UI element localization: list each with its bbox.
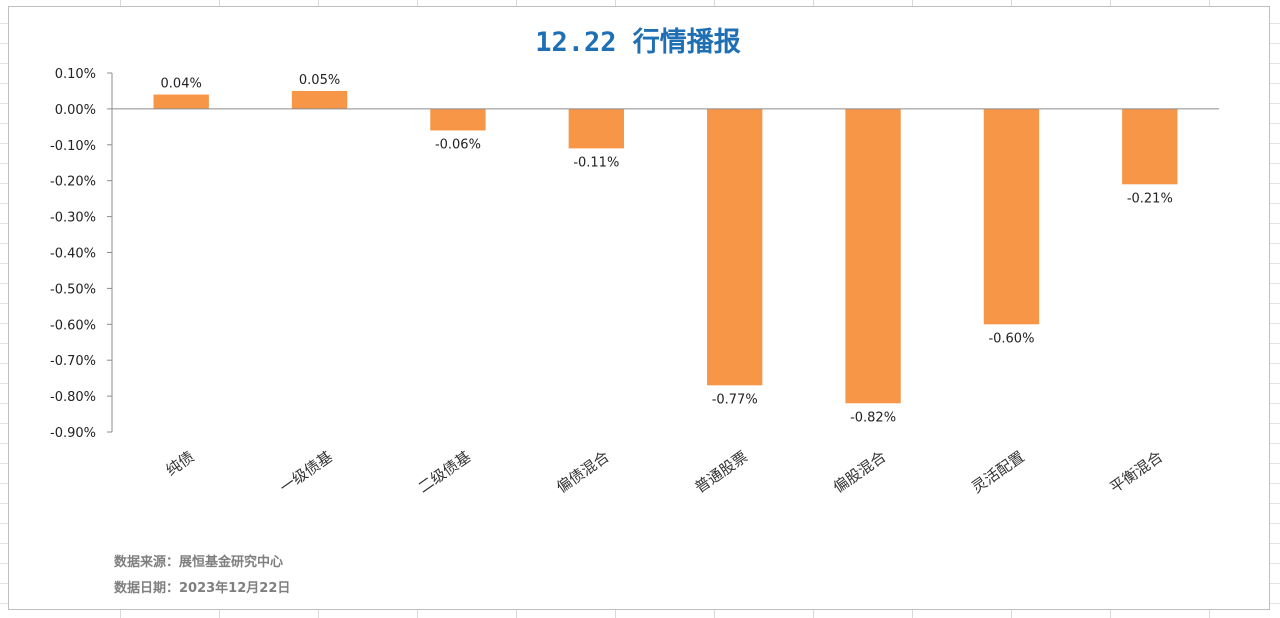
- y-tick-label: -0.90%: [50, 426, 96, 441]
- y-tick-label: 0.10%: [55, 67, 96, 82]
- y-tick-label: 0.00%: [55, 103, 96, 118]
- bar[interactable]: [430, 108, 486, 131]
- y-tick-label: -0.70%: [50, 354, 96, 369]
- date-note: 数据日期：2023年12月22日: [114, 580, 290, 596]
- data-label: -0.82%: [850, 410, 896, 425]
- x-category-label: 一级债基: [276, 448, 335, 497]
- y-tick-label: -0.40%: [50, 247, 96, 262]
- data-label: -0.60%: [988, 331, 1034, 346]
- x-category-label: 平衡混合: [1107, 448, 1166, 497]
- bar[interactable]: [707, 108, 763, 386]
- y-tick-label: -0.10%: [50, 139, 96, 154]
- bars: [153, 90, 1178, 404]
- chart-title: 12.22 行情播报: [535, 26, 741, 58]
- data-label: -0.11%: [573, 155, 619, 170]
- y-axis: 0.10% 0.00% -0.10% -0.20% -0.30% -0.40% -0.50%…: [50, 67, 113, 441]
- data-label: -0.06%: [435, 137, 481, 152]
- bar[interactable]: [291, 90, 348, 109]
- x-category-label: 普通股票: [691, 448, 750, 497]
- data-label: -0.77%: [712, 392, 758, 407]
- x-category-label: 灵活配置: [968, 448, 1027, 497]
- bar-chart: 12.22 行情播报 0.10% 0.00% -0.10% -0.20% -0.30% -…: [50, 26, 1219, 596]
- data-labels: 0.04% 0.05% -0.06% -0.11% -0.77% -0.82% -0.60%…: [161, 73, 1173, 425]
- x-category-label: 二级债基: [415, 448, 474, 497]
- bar[interactable]: [845, 108, 901, 404]
- x-category-label: 偏股混合: [830, 448, 889, 497]
- source-note: 数据来源：展恒基金研究中心: [114, 554, 283, 570]
- y-tick-label: -0.20%: [50, 175, 96, 190]
- data-label: -0.21%: [1127, 191, 1173, 206]
- x-category-label: 纯债: [163, 448, 198, 480]
- bar[interactable]: [568, 108, 624, 149]
- bar[interactable]: [983, 108, 1040, 325]
- bar[interactable]: [153, 94, 209, 109]
- y-tick-label: -0.50%: [50, 282, 96, 297]
- bar[interactable]: [1122, 108, 1178, 185]
- x-axis: 纯债 一级债基 二级债基 偏债混合 普通股票 偏股混合 灵活配置 平衡混合: [112, 108, 1219, 497]
- y-tick-label: -0.80%: [50, 390, 96, 405]
- x-category-label: 偏债混合: [553, 448, 612, 497]
- y-tick-label: -0.30%: [50, 211, 96, 226]
- y-tick-label: -0.60%: [50, 318, 96, 333]
- data-label: 0.05%: [299, 73, 340, 88]
- data-label: 0.04%: [161, 77, 202, 92]
- chart-area[interactable]: 12.22 行情播报 0.10% 0.00% -0.10% -0.20% -0.30% -…: [8, 6, 1270, 610]
